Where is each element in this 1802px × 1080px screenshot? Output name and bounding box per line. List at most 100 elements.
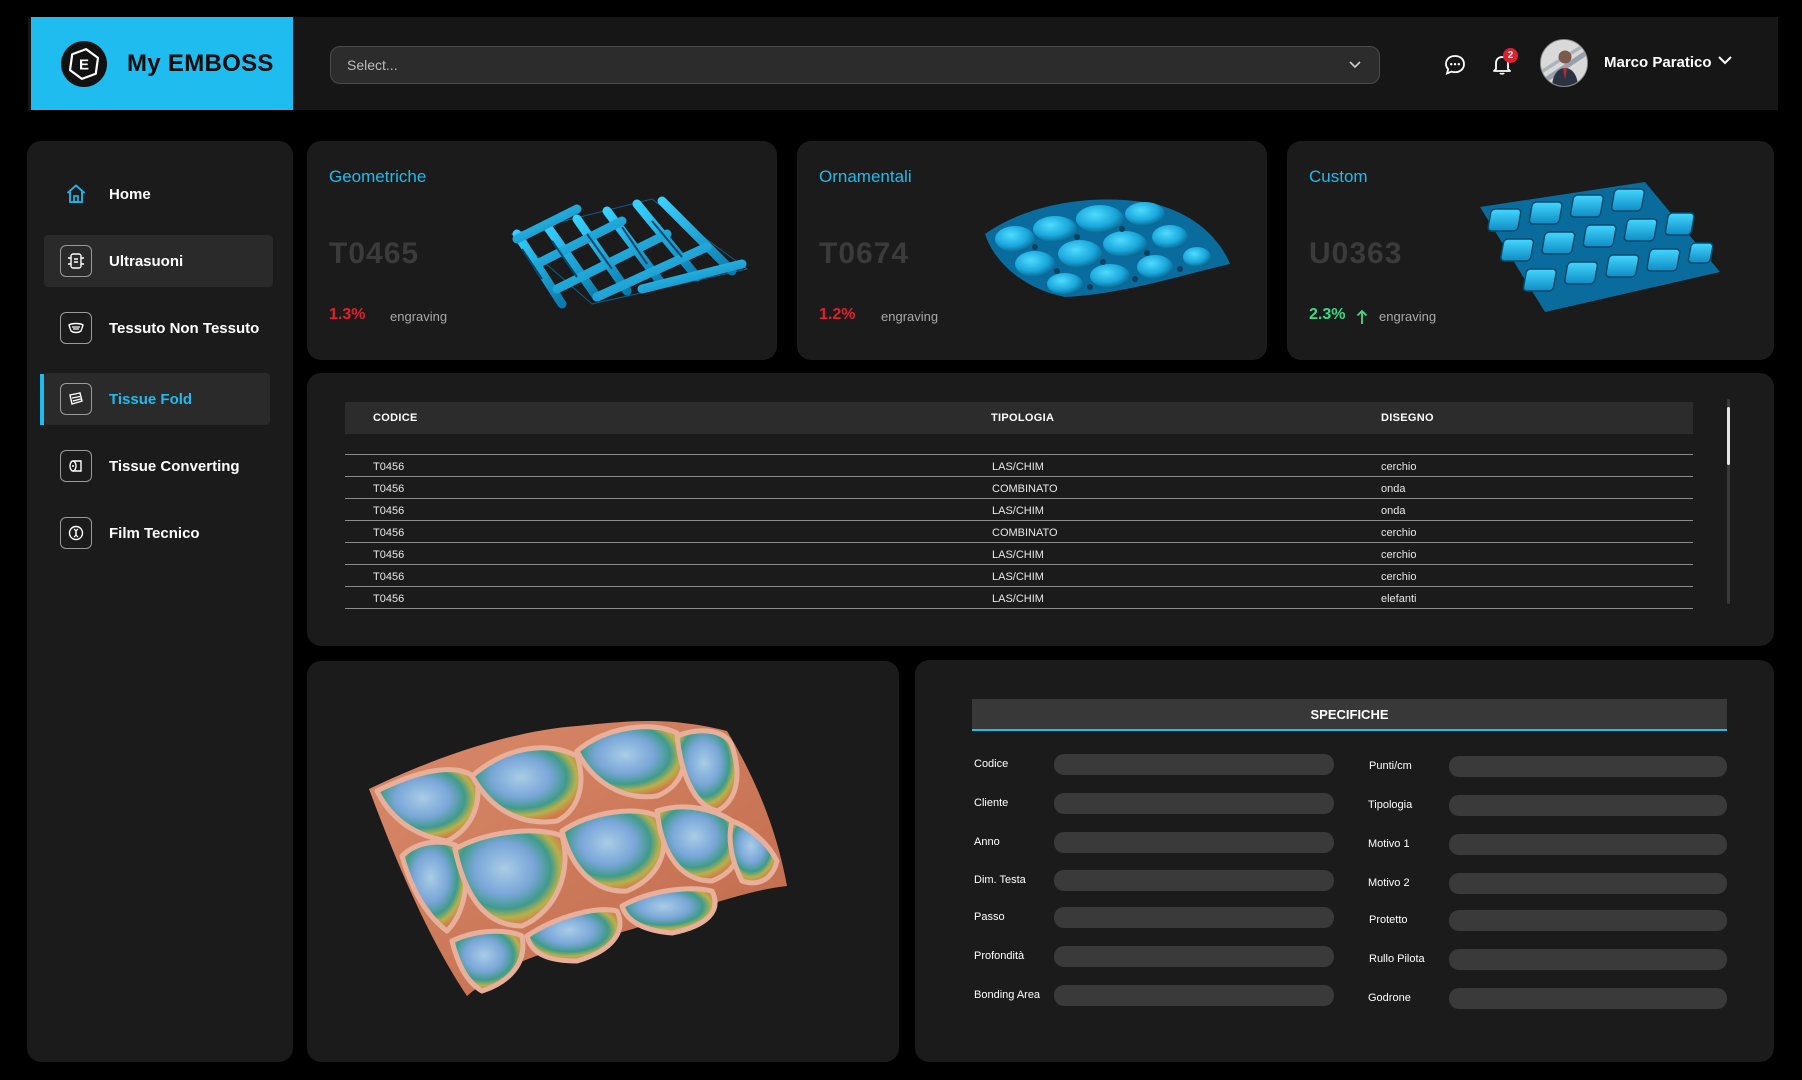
table-row[interactable]: T0456 LAS/CHIM elefanti [345, 587, 1693, 609]
chevron-down-icon[interactable] [1718, 56, 1732, 65]
chat-icon[interactable] [1443, 53, 1467, 77]
card-code: U0363 [1309, 237, 1403, 270]
sidebar-item-tissue-converting[interactable]: Tissue Converting [44, 440, 273, 492]
card-title: Custom [1309, 167, 1368, 186]
spec-field-rullo-pilota[interactable] [1449, 949, 1727, 970]
tissue-fold-icon [60, 383, 92, 415]
column-header-tipologia[interactable]: TIPOLOGIA [991, 412, 1055, 424]
spec-field-motivo-2[interactable] [1449, 873, 1727, 894]
sidebar-item-label: Film Tecnico [109, 524, 200, 542]
spec-field-codice[interactable] [1054, 754, 1334, 775]
sidebar-item-ultrasuoni[interactable]: Ultrasuoni [44, 235, 273, 287]
spec-label-bonding-area: Bonding Area [974, 989, 1041, 1001]
cell-tipologia: LAS/CHIM [992, 549, 1044, 561]
cell-codice: T0456 [373, 527, 405, 539]
cell-disegno: cerchio [1381, 549, 1417, 561]
user-name[interactable]: Marco Paratico [1604, 54, 1712, 71]
chevron-down-icon [1349, 61, 1361, 69]
cell-tipologia: COMBINATO [992, 527, 1058, 539]
cell-codice: T0456 [373, 483, 405, 495]
cell-tipologia: LAS/CHIM [992, 571, 1044, 583]
spec-label-codice: Codice [974, 758, 1009, 770]
table-row[interactable]: T0456 COMBINATO onda [345, 477, 1693, 499]
card-ornamentali[interactable]: Ornamentali T0674 1.2% engraving [797, 141, 1267, 360]
film-icon [60, 517, 92, 549]
spec-label-godrone: Godrone [1368, 992, 1411, 1004]
brand-name: My EMBOSS [127, 49, 274, 77]
spec-field-profondita[interactable] [1054, 946, 1334, 967]
spec-label-protetto: Protetto [1369, 914, 1408, 926]
specifications-title: SPECIFICHE [972, 699, 1727, 731]
cell-codice: T0456 [373, 549, 405, 561]
spec-label-dim-testa: Dim. Testa [974, 874, 1026, 886]
cell-codice: T0456 [373, 593, 405, 605]
card-geometriche[interactable]: Geometriche T0465 1.3% engraving [307, 141, 777, 360]
card-code: T0674 [819, 237, 910, 270]
table-row[interactable]: T0456 LAS/CHIM cerchio [345, 543, 1693, 565]
column-header-disegno[interactable]: DISEGNO [1381, 412, 1434, 424]
sidebar-item-label: Home [109, 185, 151, 203]
spec-field-dim-testa[interactable] [1054, 870, 1334, 891]
spec-field-bonding-area[interactable] [1054, 985, 1334, 1006]
card-custom[interactable]: Custom U0363 2.3% engraving [1287, 141, 1774, 360]
spec-label-anno: Anno [974, 836, 1000, 848]
pattern-3d-render [369, 721, 787, 996]
cell-disegno: onda [1381, 505, 1406, 517]
cell-tipologia: LAS/CHIM [992, 593, 1044, 605]
home-icon [60, 178, 92, 210]
card-percentage: 2.3% [1309, 306, 1346, 323]
table-divider [345, 454, 1693, 455]
cell-tipologia: COMBINATO [992, 483, 1058, 495]
cell-codice: T0456 [373, 505, 405, 517]
search-select[interactable]: Select... [330, 46, 1380, 84]
cell-disegno: onda [1381, 483, 1406, 495]
spec-field-protetto[interactable] [1449, 910, 1727, 931]
card-percentage: 1.2% [819, 306, 856, 323]
spec-field-passo[interactable] [1054, 907, 1334, 928]
cell-disegno: cerchio [1381, 527, 1417, 539]
tissue-roll-icon [60, 450, 92, 482]
spec-field-punti-cm[interactable] [1449, 756, 1727, 777]
table-row[interactable]: T0456 LAS/CHIM cerchio [345, 455, 1693, 477]
sidebar-item-film-tecnico[interactable]: Film Tecnico [44, 507, 273, 559]
cell-disegno: cerchio [1381, 571, 1417, 583]
bell-icon[interactable] [1490, 52, 1514, 76]
pattern-3d-viewer[interactable] [307, 661, 899, 1062]
brand[interactable]: E My EMBOSS [31, 17, 293, 110]
custom-pattern-image [1480, 182, 1720, 312]
spec-label-motivo-2: Motivo 2 [1368, 877, 1410, 889]
sidebar-item-tessuto-non-tessuto[interactable]: Tessuto Non Tessuto [44, 302, 273, 354]
spec-label-tipologia: Tipologia [1368, 799, 1413, 811]
specifications-panel: SPECIFICHE Codice Cliente Anno Dim. Test… [915, 660, 1774, 1062]
cell-tipologia: LAS/CHIM [992, 505, 1044, 517]
sidebar-item-tissue-fold[interactable]: Tissue Fold [44, 373, 270, 425]
sidebar-item-home[interactable]: Home [44, 168, 273, 220]
spec-label-motivo-1: Motivo 1 [1368, 838, 1410, 850]
cell-codice: T0456 [373, 571, 405, 583]
avatar[interactable] [1540, 39, 1588, 87]
card-subtitle: engraving [1379, 309, 1437, 324]
brand-logo-letter: E [79, 56, 89, 73]
column-header-codice[interactable]: CODICE [373, 412, 418, 424]
scrollbar-thumb[interactable] [1727, 407, 1730, 465]
active-indicator [40, 374, 44, 425]
cell-disegno: elefanti [1381, 593, 1417, 605]
table-row[interactable]: T0456 LAS/CHIM cerchio [345, 565, 1693, 587]
spec-field-motivo-1[interactable] [1449, 834, 1727, 855]
spec-field-cliente[interactable] [1054, 793, 1334, 814]
spec-field-godrone[interactable] [1449, 988, 1727, 1009]
spec-field-anno[interactable] [1054, 832, 1334, 853]
spec-label-punti-cm: Punti/cm [1369, 760, 1412, 772]
table-scrollbar[interactable] [1727, 399, 1730, 604]
select-placeholder: Select... [347, 57, 398, 73]
sidebar-item-label: Ultrasuoni [109, 252, 184, 270]
cell-codice: T0456 [373, 461, 405, 473]
brand-logo-icon: E [61, 40, 107, 87]
table-row[interactable]: T0456 COMBINATO cerchio [345, 521, 1693, 543]
table-row[interactable]: T0456 LAS/CHIM onda [345, 499, 1693, 521]
spec-field-tipologia[interactable] [1449, 795, 1727, 816]
cell-tipologia: LAS/CHIM [992, 461, 1044, 473]
sidebar-item-label: Tessuto Non Tessuto [109, 319, 260, 337]
geometric-pattern-image [510, 196, 749, 309]
table-header: CODICE TIPOLOGIA DISEGNO [345, 402, 1693, 434]
